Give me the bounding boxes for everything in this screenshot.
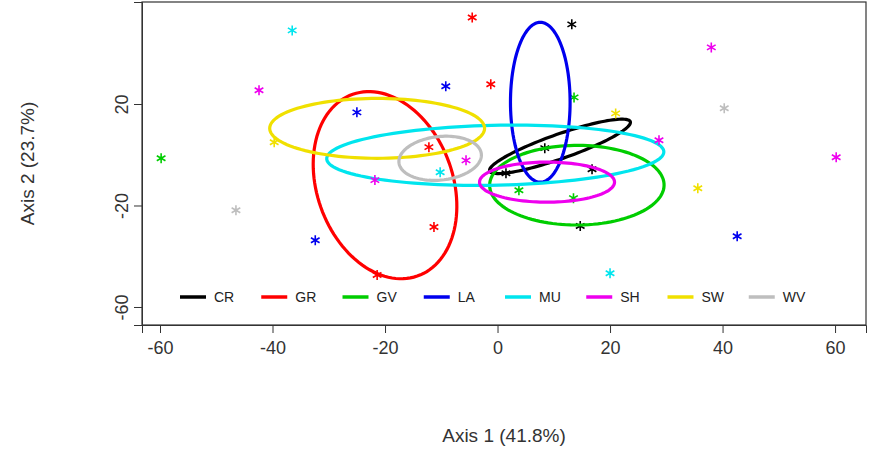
marks — [157, 12, 841, 280]
legend-swatch — [180, 295, 206, 299]
legend-swatch — [668, 295, 694, 299]
y-tick-mark — [134, 205, 142, 206]
point — [157, 153, 166, 163]
point — [373, 270, 382, 280]
legend-swatch — [424, 295, 450, 299]
x-tick: 0 — [493, 325, 503, 358]
point — [832, 152, 841, 162]
x-tick-mark — [160, 325, 161, 333]
legend-label: GV — [377, 289, 398, 305]
x-tick-label: 20 — [601, 338, 621, 358]
x-tick-mark — [610, 325, 611, 333]
x-axis: -60 -40 -20 0 20 40 60 — [143, 325, 867, 358]
point — [462, 155, 471, 165]
point — [232, 205, 241, 215]
x-tick-mark — [385, 325, 386, 333]
x-tick: 60 — [826, 325, 846, 358]
x-tick-mark — [723, 325, 724, 333]
legend-swatch — [261, 295, 287, 299]
point — [486, 79, 495, 89]
point — [733, 231, 742, 241]
point — [353, 107, 362, 117]
y-tick-mark — [134, 104, 142, 105]
point — [441, 81, 450, 91]
y-tick: -60 — [112, 294, 142, 320]
y-tick-mark — [134, 307, 142, 308]
point — [693, 183, 702, 193]
legend-swatch — [505, 295, 531, 299]
ellipse — [270, 98, 485, 158]
ellipse — [510, 22, 570, 182]
legend-label: WV — [783, 289, 806, 305]
point — [371, 175, 380, 185]
point — [430, 222, 439, 232]
point — [707, 42, 716, 52]
x-tick: 20 — [601, 325, 621, 358]
ellipse — [399, 136, 482, 180]
x-tick-mark — [835, 325, 836, 333]
point — [255, 85, 264, 95]
x-axis-title: Axis 1 (41.8%) — [442, 425, 566, 446]
point — [567, 19, 576, 29]
y-axis-title: Axis 2 (23.7%) — [17, 102, 38, 226]
y-tick: -20 — [112, 193, 142, 219]
x-tick: -60 — [147, 325, 173, 358]
plot-frame — [142, 2, 866, 325]
legend-swatch — [343, 295, 369, 299]
legend-label: LA — [458, 289, 476, 305]
point — [425, 142, 434, 152]
legend: CR GR GV LA MU SH SW WV — [180, 289, 806, 305]
point — [611, 108, 620, 118]
point — [655, 135, 664, 145]
chart: -60 -40 -20 0 20 40 60 -60 -20 20 Axis 1 (41.8%) Ax… — [0, 0, 871, 459]
legend-label: CR — [214, 289, 234, 305]
y-tick-label: -20 — [112, 193, 132, 219]
x-tick-label: -60 — [147, 338, 173, 358]
x-tick-label: 40 — [713, 338, 733, 358]
legend-swatch — [749, 295, 775, 299]
x-tick: 40 — [713, 325, 733, 358]
point — [720, 103, 729, 113]
point — [436, 167, 445, 177]
point — [468, 12, 477, 22]
x-tick-label: 60 — [826, 338, 846, 358]
x-tick-mark — [498, 325, 499, 333]
y-tick: 20 — [112, 94, 142, 114]
point — [502, 168, 511, 178]
x-tick-mark — [273, 325, 274, 333]
point — [311, 235, 320, 245]
point — [515, 185, 524, 195]
x-tick: -20 — [373, 325, 399, 358]
point — [288, 25, 297, 35]
y-axis-line — [134, 3, 143, 326]
legend-label: MU — [539, 289, 561, 305]
y-tick-label: 20 — [112, 94, 132, 114]
point — [606, 268, 615, 278]
legend-label: GR — [295, 289, 316, 305]
legend-swatch — [586, 295, 612, 299]
legend-label: SW — [702, 289, 725, 305]
x-tick-label: -20 — [373, 338, 399, 358]
point — [270, 137, 279, 147]
y-axis: -60 -20 20 — [112, 3, 143, 326]
ellipse — [480, 162, 615, 202]
x-axis-line — [143, 326, 867, 334]
y-tick-label: -60 — [112, 294, 132, 320]
x-tick-label: -40 — [260, 338, 286, 358]
x-tick: -40 — [260, 325, 286, 358]
legend-label: SH — [620, 289, 639, 305]
x-tick-label: 0 — [493, 338, 503, 358]
